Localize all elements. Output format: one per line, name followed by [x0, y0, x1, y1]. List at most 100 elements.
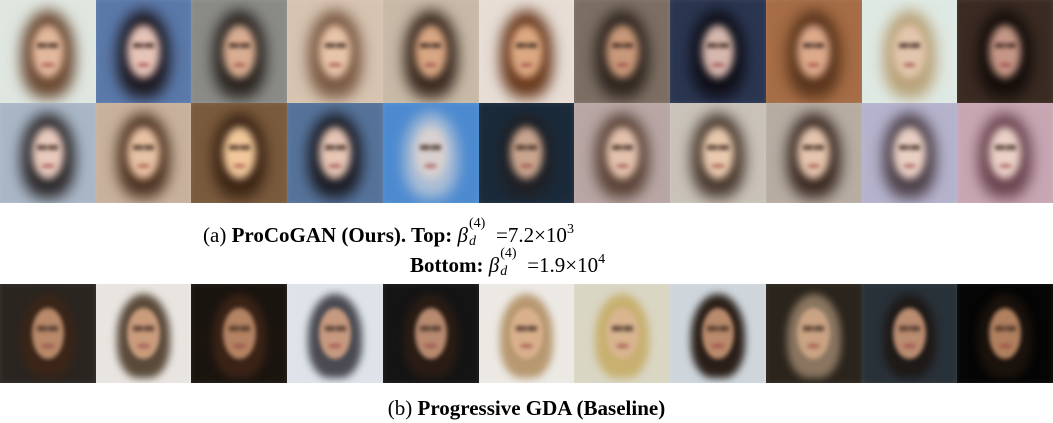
- face-image: [574, 103, 671, 203]
- face-image: [191, 284, 288, 383]
- image-eyes: [994, 43, 1016, 49]
- image-eyes: [707, 145, 729, 150]
- image-row: [0, 103, 1053, 203]
- image-eyes: [37, 325, 59, 331]
- face-image: [478, 0, 575, 103]
- face-image: [670, 103, 766, 203]
- image-mouth: [998, 62, 1012, 67]
- formula-rhs: =7.2×10: [496, 223, 567, 247]
- image-face: [414, 307, 448, 360]
- formula-symbol: β: [488, 253, 500, 277]
- face-image: [95, 284, 192, 383]
- image-face: [223, 307, 256, 360]
- formula-rhs: =1.9×10: [527, 253, 599, 277]
- image-eyes: [133, 145, 155, 150]
- image-face: [605, 24, 639, 79]
- image-eyes: [898, 43, 920, 49]
- caption-a-line1: (a) ProCoGAN (Ours). Top: β (4) d =7.2×103: [203, 216, 574, 249]
- face-image: [478, 284, 575, 383]
- image-row: [0, 0, 1053, 103]
- face-image: [382, 0, 479, 103]
- image-row: [0, 284, 1053, 383]
- image-mouth: [519, 62, 534, 67]
- image-mouth: [711, 344, 725, 349]
- image-face: [223, 24, 256, 79]
- image-mouth: [615, 164, 629, 168]
- face-image: [287, 0, 383, 103]
- image-eyes: [324, 145, 346, 150]
- image-mouth: [998, 164, 1012, 168]
- image-eyes: [420, 325, 442, 331]
- image-face: [605, 127, 639, 179]
- image-face: [127, 307, 160, 360]
- face-image: [0, 103, 96, 203]
- image-face: [510, 307, 543, 360]
- image-eyes: [516, 43, 538, 49]
- image-face: [893, 24, 926, 79]
- image-eyes: [803, 145, 825, 150]
- image-face: [510, 24, 543, 79]
- face-image: [478, 103, 575, 203]
- image-mouth: [136, 62, 151, 67]
- image-eyes: [37, 145, 59, 150]
- image-mouth: [41, 62, 55, 67]
- face-image: [670, 0, 766, 103]
- image-mouth: [902, 62, 917, 67]
- image-eyes: [803, 43, 825, 49]
- image-face: [797, 127, 830, 179]
- image-eyes: [133, 43, 155, 49]
- image-face: [31, 127, 65, 179]
- image-eyes: [898, 325, 920, 331]
- image-eyes: [228, 145, 250, 150]
- image-face: [318, 307, 352, 360]
- image-eyes: [420, 43, 442, 49]
- image-mouth: [711, 62, 725, 67]
- image-eyes: [228, 325, 250, 331]
- image-face: [414, 127, 448, 179]
- caption-title: Progressive GDA (Baseline): [417, 396, 666, 420]
- image-eyes: [611, 43, 633, 49]
- image-mouth: [807, 62, 821, 67]
- caption-title: ProCoGAN (Ours). Top:: [231, 223, 453, 247]
- formula-sub: d: [469, 234, 476, 249]
- formula-sup: (4): [500, 246, 517, 261]
- image-eyes: [516, 145, 538, 150]
- image-face: [31, 307, 65, 360]
- image-mouth: [41, 164, 55, 168]
- image-eyes: [324, 325, 346, 331]
- image-mouth: [232, 344, 247, 349]
- image-mouth: [615, 62, 629, 67]
- image-mouth: [232, 164, 247, 168]
- image-face: [797, 307, 830, 360]
- face-image: [670, 284, 766, 383]
- image-eyes: [133, 325, 155, 331]
- image-face: [701, 24, 735, 79]
- face-image: [861, 0, 958, 103]
- image-mouth: [328, 344, 342, 349]
- face-image: [765, 103, 862, 203]
- face-image: [765, 284, 862, 383]
- image-mouth: [807, 344, 821, 349]
- image-face: [701, 307, 735, 360]
- image-face: [701, 127, 735, 179]
- face-image: [382, 284, 479, 383]
- image-face: [893, 127, 926, 179]
- image-eyes: [994, 145, 1016, 150]
- image-face: [605, 307, 639, 360]
- image-eyes: [898, 145, 920, 150]
- face-image: [574, 284, 671, 383]
- image-eyes: [707, 325, 729, 331]
- formula-exp: 4: [598, 252, 606, 267]
- image-mouth: [807, 164, 821, 168]
- image-mouth: [328, 164, 342, 168]
- face-image: [287, 103, 383, 203]
- face-image: [765, 0, 862, 103]
- image-eyes: [324, 43, 346, 49]
- image-mouth: [424, 344, 438, 349]
- caption-bottom-label: Bottom:: [410, 253, 484, 277]
- image-face: [127, 24, 160, 79]
- face-image: [574, 0, 671, 103]
- image-mouth: [519, 164, 534, 168]
- image-eyes: [611, 325, 633, 331]
